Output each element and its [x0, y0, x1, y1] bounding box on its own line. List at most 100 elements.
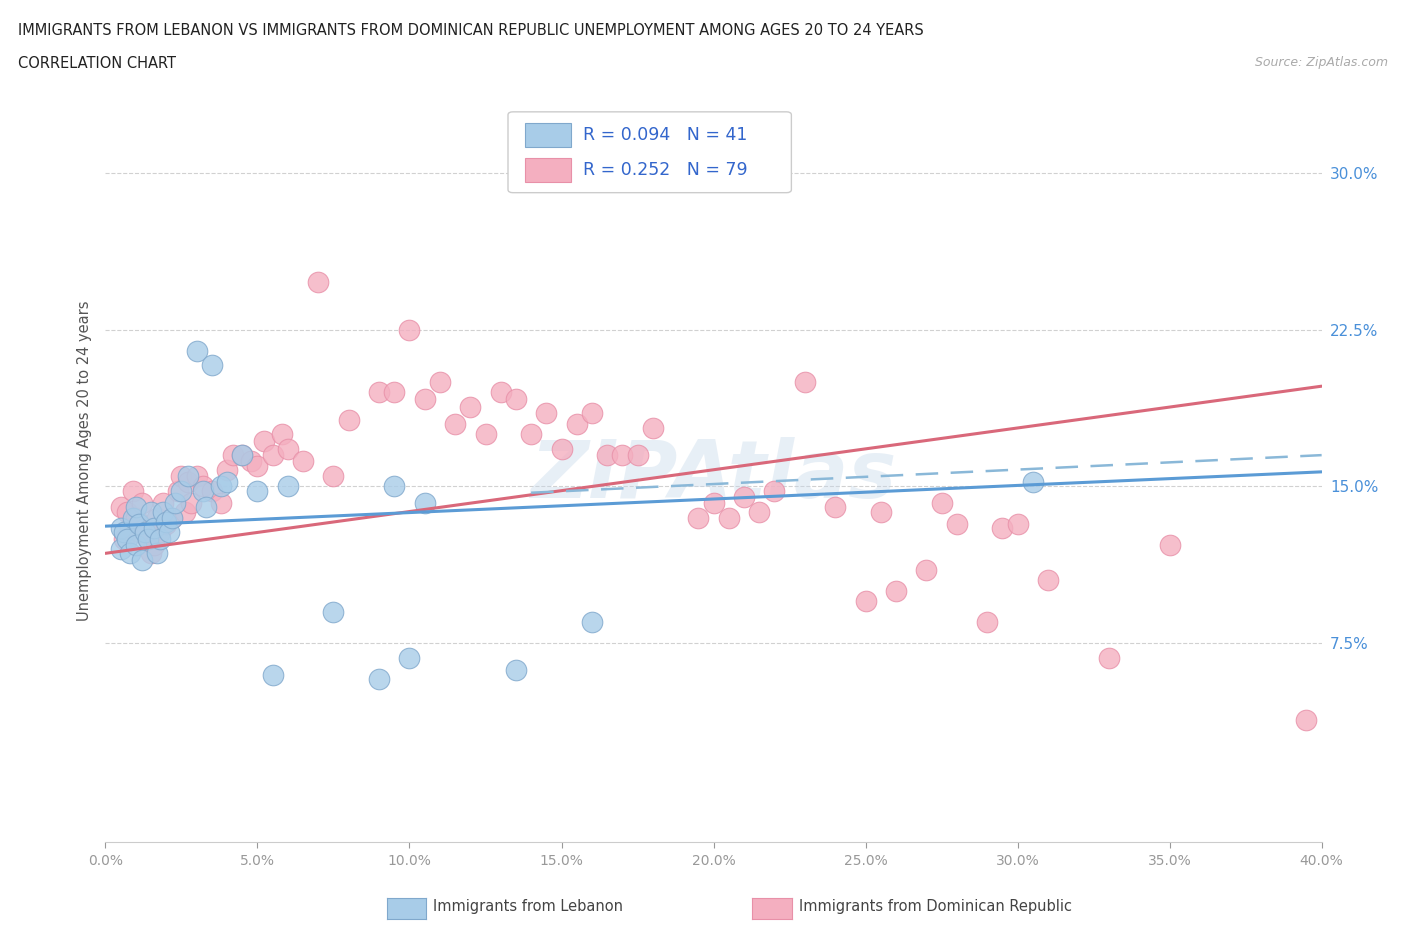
Bar	[524, 157, 571, 182]
Point	[252, 433, 274, 448]
Point	[292, 454, 315, 469]
Point	[134, 525, 156, 540]
Point	[505, 392, 527, 406]
Point	[121, 484, 143, 498]
Point	[149, 531, 172, 546]
Point	[240, 454, 263, 469]
Point	[231, 447, 253, 462]
Point	[222, 447, 245, 462]
Point	[217, 462, 239, 477]
Point	[869, 504, 891, 519]
Point	[180, 496, 202, 511]
Point	[489, 385, 512, 400]
Point	[444, 417, 467, 432]
Point	[186, 343, 208, 358]
Point	[322, 604, 344, 619]
Point	[277, 479, 299, 494]
Point	[125, 511, 148, 525]
Point	[191, 479, 214, 494]
Point	[246, 458, 269, 473]
Text: IMMIGRANTS FROM LEBANON VS IMMIGRANTS FROM DOMINICAN REPUBLIC UNEMPLOYMENT AMONG: IMMIGRANTS FROM LEBANON VS IMMIGRANTS FR…	[18, 23, 924, 38]
Point	[641, 420, 664, 435]
Point	[201, 358, 224, 373]
Point	[176, 475, 198, 490]
Text: Immigrants from Dominican Republic: Immigrants from Dominican Republic	[799, 899, 1071, 914]
Point	[209, 496, 232, 511]
Point	[152, 504, 174, 519]
Point	[915, 563, 938, 578]
Text: Immigrants from Lebanon: Immigrants from Lebanon	[433, 899, 623, 914]
Point	[429, 375, 451, 390]
Point	[201, 484, 224, 498]
Point	[115, 531, 138, 546]
Point	[474, 427, 496, 442]
Point	[167, 484, 190, 498]
Text: Source: ZipAtlas.com: Source: ZipAtlas.com	[1254, 56, 1388, 69]
Point	[368, 385, 391, 400]
Point	[565, 417, 588, 432]
Point	[1007, 517, 1029, 532]
Point	[128, 517, 150, 532]
Point	[262, 447, 284, 462]
Point	[368, 671, 391, 686]
Point	[139, 504, 162, 519]
Point	[277, 442, 299, 457]
Point	[170, 469, 193, 484]
Bar	[524, 123, 571, 147]
FancyBboxPatch shape	[508, 112, 792, 193]
Point	[128, 525, 150, 540]
Point	[155, 517, 177, 532]
Point	[520, 427, 543, 442]
Point	[165, 496, 187, 511]
Point	[162, 511, 184, 525]
Point	[748, 504, 770, 519]
Point	[262, 667, 284, 682]
Point	[112, 531, 135, 546]
Point	[398, 323, 420, 338]
Point	[688, 511, 710, 525]
Point	[793, 375, 815, 390]
Point	[157, 525, 180, 540]
Point	[110, 521, 132, 536]
Point	[125, 500, 148, 515]
Point	[337, 412, 360, 427]
Y-axis label: Unemployment Among Ages 20 to 24 years: Unemployment Among Ages 20 to 24 years	[76, 300, 91, 620]
Point	[413, 392, 436, 406]
Point	[717, 511, 740, 525]
Point	[1022, 475, 1045, 490]
Point	[596, 447, 619, 462]
Point	[191, 484, 214, 498]
Point	[152, 496, 174, 511]
Point	[125, 538, 148, 552]
Point	[209, 479, 232, 494]
Point	[121, 511, 143, 525]
Text: ZIPAtlas: ZIPAtlas	[530, 436, 897, 514]
Point	[110, 500, 132, 515]
Point	[733, 489, 755, 504]
Point	[458, 400, 481, 415]
Point	[115, 504, 138, 519]
Point	[581, 405, 603, 420]
Point	[155, 514, 177, 529]
Point	[131, 552, 153, 567]
Point	[763, 484, 786, 498]
Point	[118, 546, 141, 561]
Point	[307, 274, 329, 289]
Point	[110, 541, 132, 556]
Point	[612, 447, 634, 462]
Point	[136, 531, 159, 546]
Point	[1159, 538, 1181, 552]
Point	[1098, 650, 1121, 665]
Point	[139, 546, 162, 561]
Point	[186, 469, 208, 484]
Point	[505, 663, 527, 678]
Point	[550, 442, 572, 457]
Point	[176, 469, 198, 484]
Point	[170, 484, 193, 498]
Point	[131, 496, 153, 511]
Point	[931, 496, 953, 511]
Point	[173, 504, 195, 519]
Point	[118, 521, 141, 536]
Point	[231, 447, 253, 462]
Point	[1036, 573, 1059, 588]
